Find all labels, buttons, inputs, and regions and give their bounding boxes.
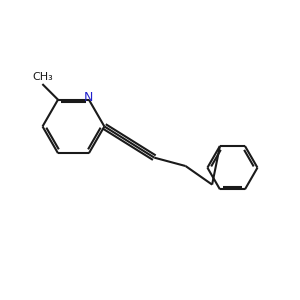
Text: N: N	[84, 91, 94, 104]
Text: CH₃: CH₃	[32, 72, 53, 82]
